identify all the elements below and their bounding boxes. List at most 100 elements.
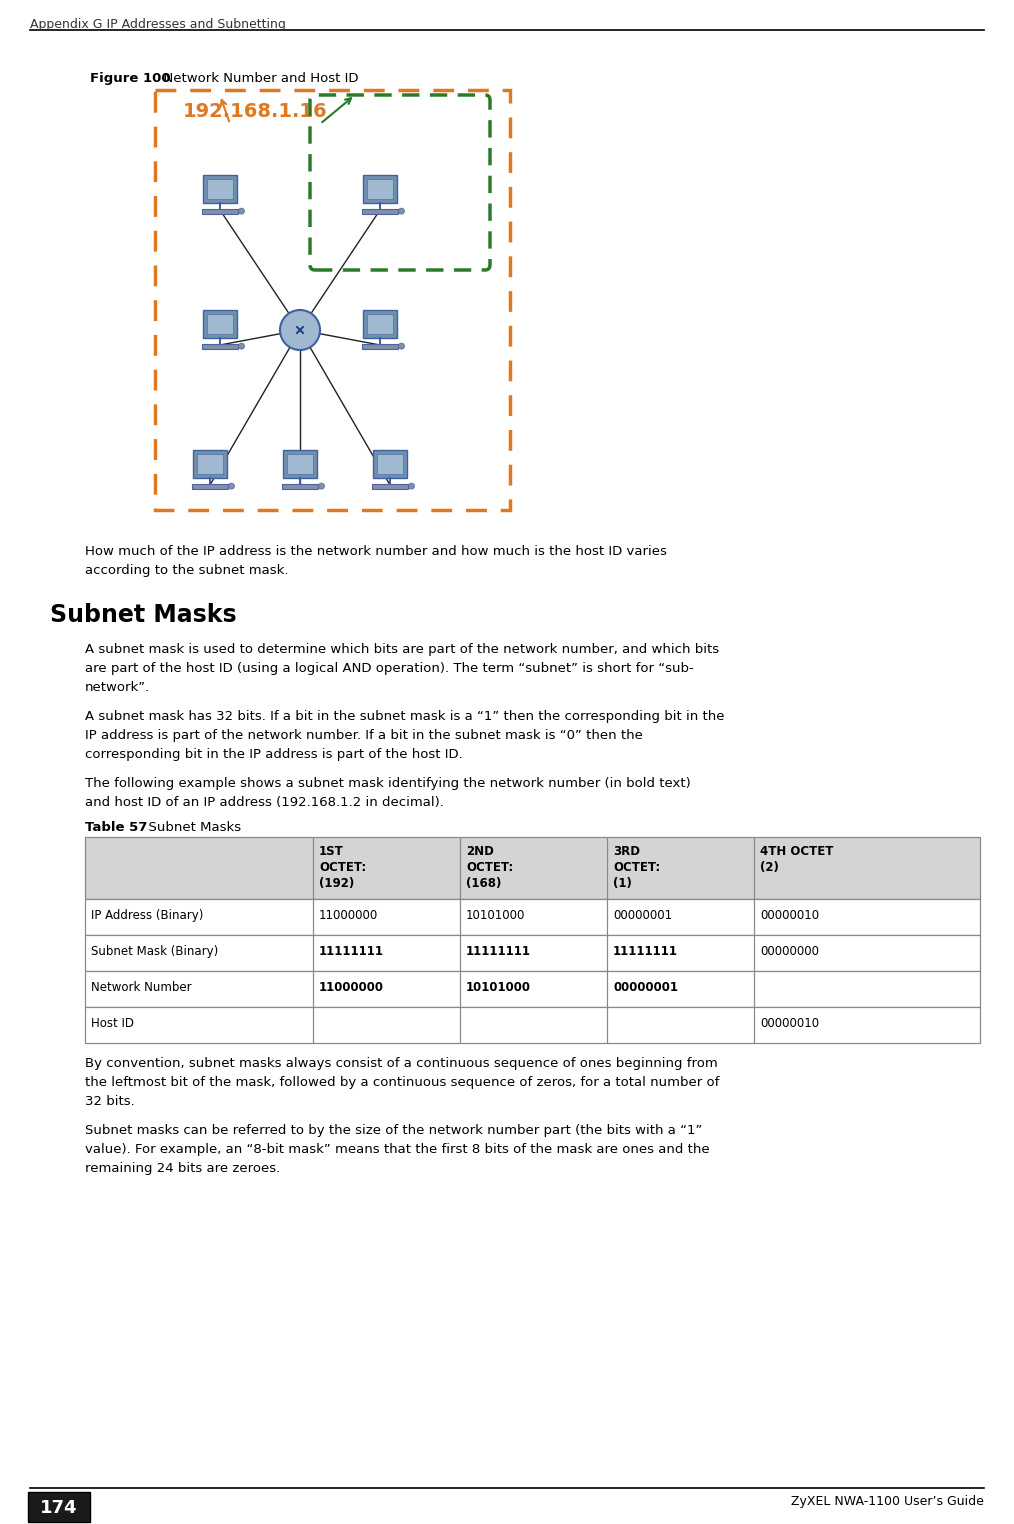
Bar	[85, 837, 980, 899]
Bar	[362, 209, 399, 213]
Text: 174: 174	[41, 1500, 78, 1516]
Bar	[85, 936, 980, 971]
Text: 00000001: 00000001	[613, 981, 678, 994]
Text: 11111111: 11111111	[319, 945, 384, 959]
Bar	[754, 971, 980, 1007]
Bar	[607, 971, 754, 1007]
Bar	[373, 450, 407, 479]
Bar	[203, 309, 237, 338]
Bar	[607, 936, 754, 971]
Bar	[287, 454, 312, 474]
Bar	[85, 936, 313, 971]
Text: according to the subnet mask.: according to the subnet mask.	[85, 564, 289, 578]
Bar	[313, 971, 460, 1007]
Text: 2ND: 2ND	[466, 844, 494, 858]
Text: Network Number: Network Number	[91, 981, 192, 994]
Text: Subnet Masks: Subnet Masks	[50, 604, 236, 626]
Bar	[460, 837, 607, 899]
Text: 11111111: 11111111	[466, 945, 531, 959]
Text: ZyXEL NWA-1100 User’s Guide: ZyXEL NWA-1100 User’s Guide	[791, 1495, 984, 1509]
Bar	[85, 1007, 313, 1042]
Text: 3RD: 3RD	[613, 844, 640, 858]
Circle shape	[228, 483, 234, 489]
Text: are part of the host ID (using a logical AND operation). The term “subnet” is sh: are part of the host ID (using a logical…	[85, 661, 694, 675]
Bar	[313, 936, 460, 971]
Text: 11000000: 11000000	[319, 981, 384, 994]
Text: 10101000: 10101000	[466, 908, 525, 922]
Text: Subnet masks can be referred to by the size of the network number part (the bits: Subnet masks can be referred to by the s…	[85, 1125, 703, 1137]
Bar	[85, 971, 980, 1007]
Bar	[203, 175, 237, 203]
Text: remaining 24 bits are zeroes.: remaining 24 bits are zeroes.	[85, 1161, 280, 1175]
Bar	[754, 936, 980, 971]
Bar	[198, 454, 223, 474]
Text: Figure 100: Figure 100	[90, 72, 170, 85]
Bar	[460, 899, 607, 936]
Text: The following example shows a subnet mask identifying the network number (in bol: The following example shows a subnet mas…	[85, 777, 691, 789]
Bar	[313, 899, 460, 936]
Text: 10101000: 10101000	[466, 981, 531, 994]
Text: 11000000: 11000000	[319, 908, 378, 922]
Circle shape	[238, 209, 244, 213]
Bar	[28, 1492, 90, 1522]
Text: IP address is part of the network number. If a bit in the subnet mask is “0” the: IP address is part of the network number…	[85, 728, 643, 742]
Text: How much of the IP address is the network number and how much is the host ID var: How much of the IP address is the networ…	[85, 546, 667, 558]
Bar	[313, 1007, 460, 1042]
Text: 32 bits.: 32 bits.	[85, 1096, 135, 1108]
Bar	[313, 837, 460, 899]
Circle shape	[238, 343, 244, 349]
Circle shape	[399, 343, 405, 349]
Bar	[85, 971, 313, 1007]
Bar	[367, 180, 392, 198]
Text: By convention, subnet masks always consist of a continuous sequence of ones begi: By convention, subnet masks always consi…	[85, 1058, 718, 1070]
Bar	[363, 309, 396, 338]
Text: 11111111: 11111111	[613, 945, 678, 959]
Bar	[85, 899, 313, 936]
Text: and host ID of an IP address (192.168.1.2 in decimal).: and host ID of an IP address (192.168.1.…	[85, 796, 444, 809]
Bar	[367, 314, 392, 334]
Text: IP Address (Binary): IP Address (Binary)	[91, 908, 204, 922]
Text: Network Number and Host ID: Network Number and Host ID	[155, 72, 359, 85]
Bar	[85, 1007, 980, 1042]
Bar	[85, 837, 313, 899]
Bar	[85, 899, 980, 936]
Circle shape	[318, 483, 324, 489]
Text: (2): (2)	[760, 861, 779, 873]
Bar	[460, 936, 607, 971]
Circle shape	[280, 309, 320, 351]
Text: OCTET:: OCTET:	[613, 861, 660, 873]
Bar	[282, 483, 318, 489]
Circle shape	[409, 483, 415, 489]
Text: Host ID: Host ID	[91, 1017, 134, 1030]
Bar	[754, 899, 980, 936]
Bar	[362, 343, 399, 349]
Text: OCTET:: OCTET:	[466, 861, 513, 873]
Bar	[371, 483, 409, 489]
Text: 192.168.1.16: 192.168.1.16	[183, 102, 328, 120]
Bar	[283, 450, 316, 479]
Bar	[460, 1007, 607, 1042]
Circle shape	[399, 209, 405, 213]
Text: Subnet Masks: Subnet Masks	[140, 821, 241, 834]
Text: the leftmost bit of the mask, followed by a continuous sequence of zeros, for a : the leftmost bit of the mask, followed b…	[85, 1076, 719, 1090]
Text: (1): (1)	[613, 876, 632, 890]
Bar	[460, 971, 607, 1007]
Text: 00000010: 00000010	[760, 1017, 819, 1030]
Text: (192): (192)	[319, 876, 354, 890]
Text: Subnet Mask (Binary): Subnet Mask (Binary)	[91, 945, 218, 959]
Bar	[202, 209, 238, 213]
Bar	[363, 175, 396, 203]
Bar	[607, 899, 754, 936]
Bar	[192, 483, 228, 489]
Bar	[754, 1007, 980, 1042]
Bar	[208, 180, 232, 198]
Bar	[202, 343, 238, 349]
Bar	[208, 314, 232, 334]
Bar	[754, 837, 980, 899]
Bar	[607, 837, 754, 899]
Text: OCTET:: OCTET:	[319, 861, 366, 873]
Text: Table 57: Table 57	[85, 821, 147, 834]
Text: A subnet mask is used to determine which bits are part of the network number, an: A subnet mask is used to determine which…	[85, 643, 719, 655]
Text: network”.: network”.	[85, 681, 150, 693]
Bar	[377, 454, 403, 474]
